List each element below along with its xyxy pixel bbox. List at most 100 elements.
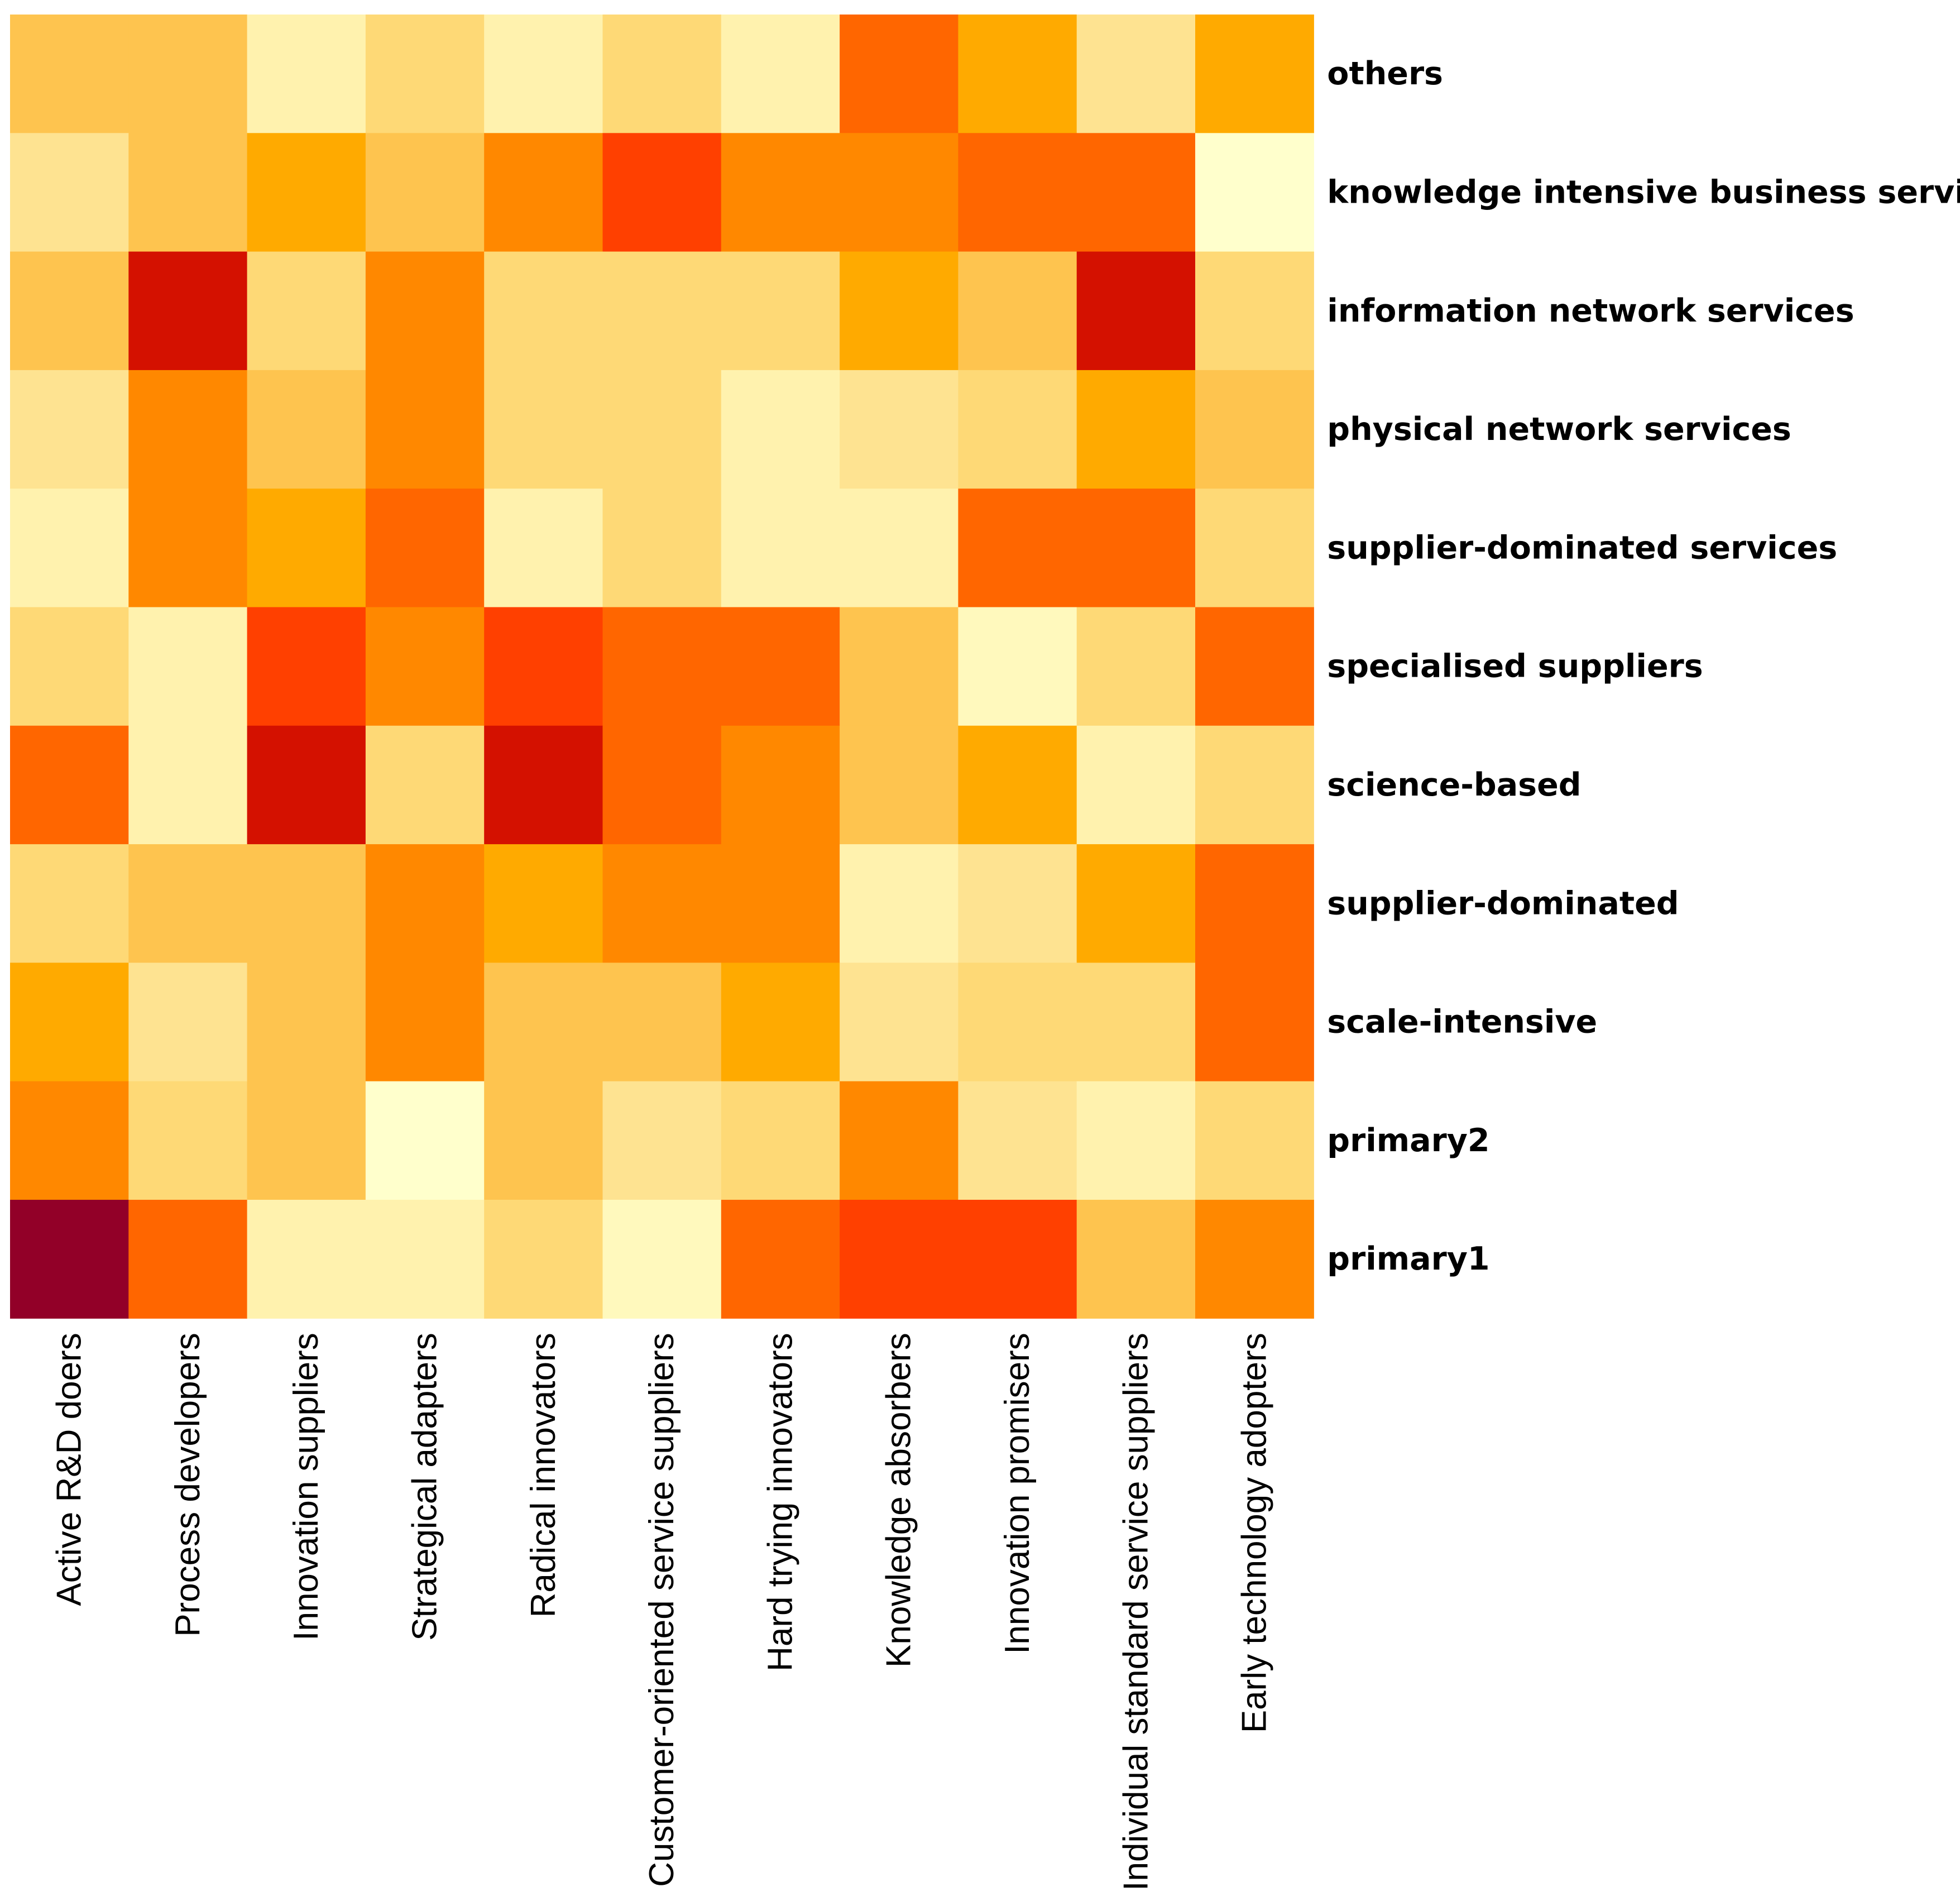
heatmap-cell <box>721 251 840 371</box>
heatmap-cell <box>958 1081 1077 1200</box>
heatmap-cell <box>10 1200 129 1319</box>
heatmap-cell <box>1076 607 1196 726</box>
heatmap-cell <box>128 1081 248 1200</box>
heatmap-cell <box>365 370 485 489</box>
row-label: supplier-dominated <box>1327 885 1679 922</box>
heatmap-cell <box>958 725 1077 845</box>
heatmap-cell <box>1195 133 1314 252</box>
heatmap-cell <box>840 963 959 1082</box>
heatmap-cell <box>128 251 248 371</box>
heatmap-cell <box>1076 489 1196 608</box>
heatmap-cell <box>1076 725 1196 845</box>
row-label: physical network services <box>1327 411 1791 448</box>
row-label: others <box>1327 55 1443 92</box>
heatmap-cell <box>1195 963 1314 1082</box>
row-label: knowledge intensive business services <box>1327 174 1960 210</box>
column-label: Early technology adopters <box>1235 1333 1274 1733</box>
heatmap-cell <box>602 725 722 845</box>
heatmap-cell <box>365 133 485 252</box>
heatmap-cell <box>1076 963 1196 1082</box>
heatmap-cell <box>365 1200 485 1319</box>
heatmap-cell <box>602 133 722 252</box>
heatmap-cell <box>721 844 840 963</box>
heatmap-cell <box>10 489 129 608</box>
heatmap-cell <box>840 251 959 371</box>
heatmap-cell <box>484 963 603 1082</box>
heatmap-cell <box>840 1200 959 1319</box>
heatmap-cell <box>1076 251 1196 371</box>
heatmap-cell <box>1076 844 1196 963</box>
row-label: information network services <box>1327 293 1854 329</box>
heatmap-cell <box>128 370 248 489</box>
row-label: primary1 <box>1327 1241 1489 1277</box>
heatmap-cell <box>721 15 840 133</box>
row-labels: others knowledge intensive business servi… <box>1327 55 1960 1277</box>
heatmap-cell <box>128 725 248 845</box>
heatmap-cell <box>484 844 603 963</box>
heatmap-cell <box>602 844 722 963</box>
heatmap-cell <box>10 1081 129 1200</box>
column-label: Knowledge absorbers <box>880 1333 918 1668</box>
heatmap-cell <box>247 489 366 608</box>
heatmap-cell <box>602 1081 722 1200</box>
column-label: Process developers <box>169 1333 207 1637</box>
heatmap-cell <box>10 963 129 1082</box>
heatmap-cell <box>958 607 1077 726</box>
heatmap-cell <box>958 963 1077 1082</box>
heatmap-cell <box>1076 370 1196 489</box>
heatmap-cell <box>1076 1200 1196 1319</box>
row-label: primary2 <box>1327 1122 1489 1159</box>
heatmap-cell <box>1076 133 1196 252</box>
heatmap-cell <box>1195 1081 1314 1200</box>
heatmap-cell <box>958 370 1077 489</box>
heatmap-cell <box>128 963 248 1082</box>
heatmap-cell <box>840 844 959 963</box>
column-label: Customer-oriented service suppliers <box>643 1333 681 1886</box>
column-labels: Active R&D doers Process developers Innova… <box>50 1333 1274 1890</box>
heatmap-cell <box>128 1200 248 1319</box>
heatmap-cell <box>365 963 485 1082</box>
heatmap-cell <box>1195 15 1314 133</box>
heatmap-cell <box>365 607 485 726</box>
heatmap-cell <box>840 489 959 608</box>
heatmap-cell <box>840 133 959 252</box>
heatmap-cell <box>721 963 840 1082</box>
heatmap-cell <box>10 15 129 133</box>
heatmap-cell <box>602 1200 722 1319</box>
heatmap-cell <box>958 251 1077 371</box>
heatmap-cell <box>1195 844 1314 963</box>
heatmap-cells <box>10 15 1314 1319</box>
heatmap-cell <box>721 607 840 726</box>
heatmap-cell <box>958 133 1077 252</box>
heatmap-cell <box>10 844 129 963</box>
heatmap-cell <box>721 1200 840 1319</box>
heatmap-cell <box>365 489 485 608</box>
heatmap-cell <box>247 1081 366 1200</box>
heatmap-cell <box>484 725 603 845</box>
heatmap-cell <box>1195 725 1314 845</box>
column-label: Radical innovators <box>524 1333 563 1617</box>
heatmap-cell <box>365 725 485 845</box>
heatmap-cell <box>840 725 959 845</box>
heatmap-cell <box>840 15 959 133</box>
column-label: Innovation suppliers <box>287 1333 325 1640</box>
heatmap-cell <box>840 370 959 489</box>
heatmap-cell <box>602 370 722 489</box>
heatmap-cell <box>958 15 1077 133</box>
heatmap-cell <box>958 1200 1077 1319</box>
heatmap-cell <box>1195 489 1314 608</box>
heatmap-cell <box>484 607 603 726</box>
heatmap-cell <box>721 1081 840 1200</box>
heatmap-cell <box>10 251 129 371</box>
heatmap-cell <box>840 607 959 726</box>
column-label: Hard trying innovators <box>761 1333 799 1672</box>
heatmap-cell <box>484 15 603 133</box>
heatmap-cell <box>247 725 366 845</box>
heatmap-cell <box>484 133 603 252</box>
heatmap-cell <box>602 251 722 371</box>
heatmap-cell <box>602 15 722 133</box>
heatmap-cell <box>247 607 366 726</box>
heatmap-cell <box>128 15 248 133</box>
heatmap-cell <box>247 370 366 489</box>
